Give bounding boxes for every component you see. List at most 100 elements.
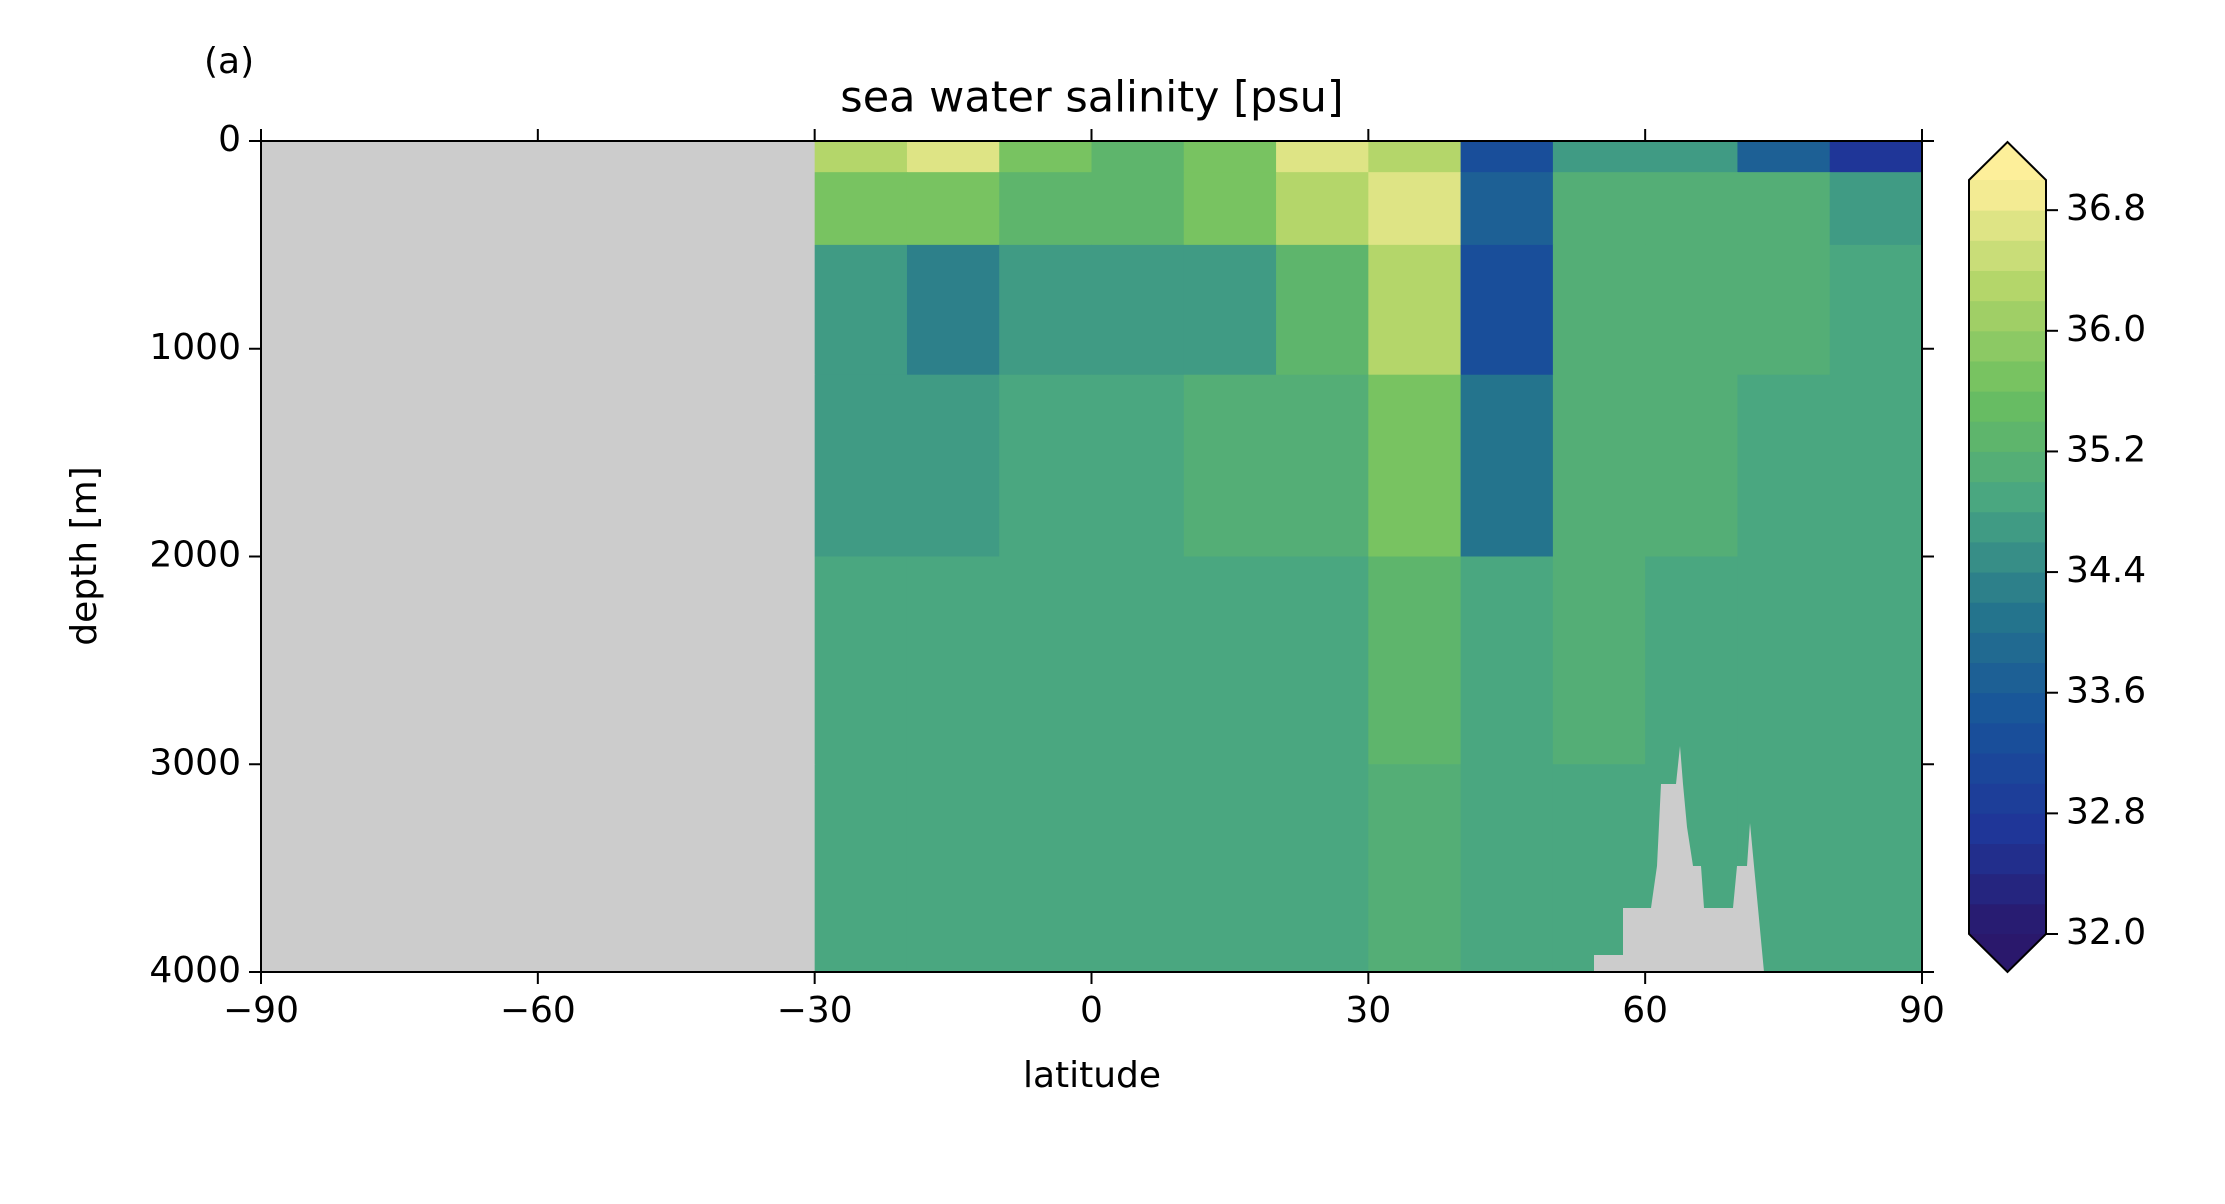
salinity-cell: [1645, 141, 1738, 173]
salinity-cell: [1183, 244, 1277, 376]
colorbar-band: [1969, 662, 2046, 694]
colorbar-band: [1969, 511, 2046, 543]
land-cell: [261, 141, 354, 173]
land-cell: [630, 172, 723, 246]
colorbar-extend-bottom: [1969, 934, 2046, 972]
colorbar-tick-label: 33.6: [2066, 671, 2146, 712]
colorbar-band: [1969, 602, 2046, 633]
salinity-cell: [1737, 172, 1831, 246]
salinity-cell: [1091, 374, 1185, 557]
colorbar-tick-label: 32.0: [2066, 912, 2146, 953]
colorbar-band: [1969, 541, 2046, 573]
salinity-cell: [906, 141, 1000, 173]
salinity-cell: [906, 374, 1000, 557]
salinity-cell: [1829, 141, 1923, 173]
colorbar-band: [1969, 722, 2046, 754]
salinity-cell: [814, 374, 908, 557]
salinity-cell: [1552, 172, 1646, 246]
colorbar-band: [1969, 300, 2046, 332]
x-tick-label: −60: [500, 990, 576, 1031]
land-cell: [630, 764, 723, 973]
colorbar-band: [1969, 421, 2046, 452]
colorbar-band: [1969, 240, 2046, 271]
salinity-cell: [999, 141, 1092, 173]
colorbar-band: [1969, 572, 2046, 603]
salinity-cell: [814, 141, 908, 173]
land-cell: [353, 764, 447, 973]
land-cell: [445, 244, 539, 376]
plot-area: [261, 141, 1923, 973]
salinity-cell: [1460, 764, 1554, 973]
salinity-cell: [1368, 556, 1462, 765]
land-cell: [261, 244, 354, 376]
salinity-cell: [814, 556, 908, 765]
salinity-cell: [906, 244, 1000, 376]
salinity-cell: [1276, 556, 1369, 765]
salinity-cell: [814, 172, 908, 246]
salinity-cell: [1368, 764, 1462, 973]
salinity-cell: [1460, 374, 1554, 557]
colorbar-band: [1969, 632, 2046, 664]
land-cell: [722, 244, 816, 376]
land-cell: [630, 244, 723, 376]
salinity-cell: [906, 764, 1000, 973]
salinity-cell: [1276, 764, 1369, 973]
salinity-cell: [1460, 141, 1554, 173]
colorbar-tick-label: 36.0: [2066, 309, 2146, 350]
salinity-cell: [1091, 556, 1185, 765]
colorbar-tick-label: 36.8: [2066, 188, 2146, 229]
land-cell: [630, 374, 723, 557]
salinity-cell: [1368, 172, 1462, 246]
land-cell: [445, 764, 539, 973]
colorbar-tick-label: 34.4: [2066, 550, 2146, 591]
salinity-cell: [1091, 141, 1185, 173]
x-tick-label: 90: [1899, 990, 1945, 1031]
salinity-cell: [1276, 141, 1369, 173]
land-cell: [353, 172, 447, 246]
land-cell: [630, 556, 723, 765]
salinity-cell: [1645, 244, 1738, 376]
colorbar-band: [1969, 180, 2046, 211]
salinity-cell: [906, 556, 1000, 765]
land-cell: [261, 374, 354, 557]
salinity-cell: [814, 244, 908, 376]
seamount: [1594, 746, 1764, 972]
land-cell: [537, 244, 631, 376]
salinity-cell: [1737, 244, 1831, 376]
salinity-cell: [1276, 374, 1369, 557]
salinity-cell: [1183, 374, 1277, 557]
colorbar-band: [1969, 903, 2046, 935]
colorbar-band: [1969, 451, 2046, 483]
y-tick-label: 0: [218, 119, 241, 160]
land-cell: [445, 141, 539, 173]
salinity-cell: [1368, 141, 1462, 173]
salinity-cell: [1829, 556, 1923, 765]
colorbar-band: [1969, 813, 2046, 845]
land-cell: [537, 374, 631, 557]
salinity-cell: [1829, 374, 1923, 557]
colorbar-band: [1969, 783, 2046, 814]
colorbar-band: [1969, 360, 2046, 392]
salinity-cell: [1645, 556, 1738, 765]
salinity-cell: [1183, 141, 1277, 173]
land-cell: [722, 764, 816, 973]
land-cell: [722, 172, 816, 246]
salinity-cell: [1645, 172, 1738, 246]
salinity-cell: [1829, 244, 1923, 376]
salinity-cell: [1737, 374, 1831, 557]
land-cell: [445, 556, 539, 765]
land-cell: [722, 556, 816, 765]
salinity-cell: [1460, 556, 1554, 765]
land-cell: [537, 141, 631, 173]
land-cell: [261, 764, 354, 973]
y-tick-label: 3000: [149, 742, 241, 783]
y-axis-label: depth [m]: [64, 466, 105, 645]
ticks: −90 −60 −30 0 30 60 90 0 1000 2000 3000 4000: [149, 119, 1945, 1031]
x-tick-label: 30: [1345, 990, 1391, 1031]
salinity-cell: [1276, 244, 1369, 376]
salinity-cell: [1737, 556, 1831, 765]
y-tick-label: 4000: [149, 950, 241, 991]
colorbar-tick-label: 32.8: [2066, 791, 2146, 832]
salinity-cell: [1552, 141, 1646, 173]
